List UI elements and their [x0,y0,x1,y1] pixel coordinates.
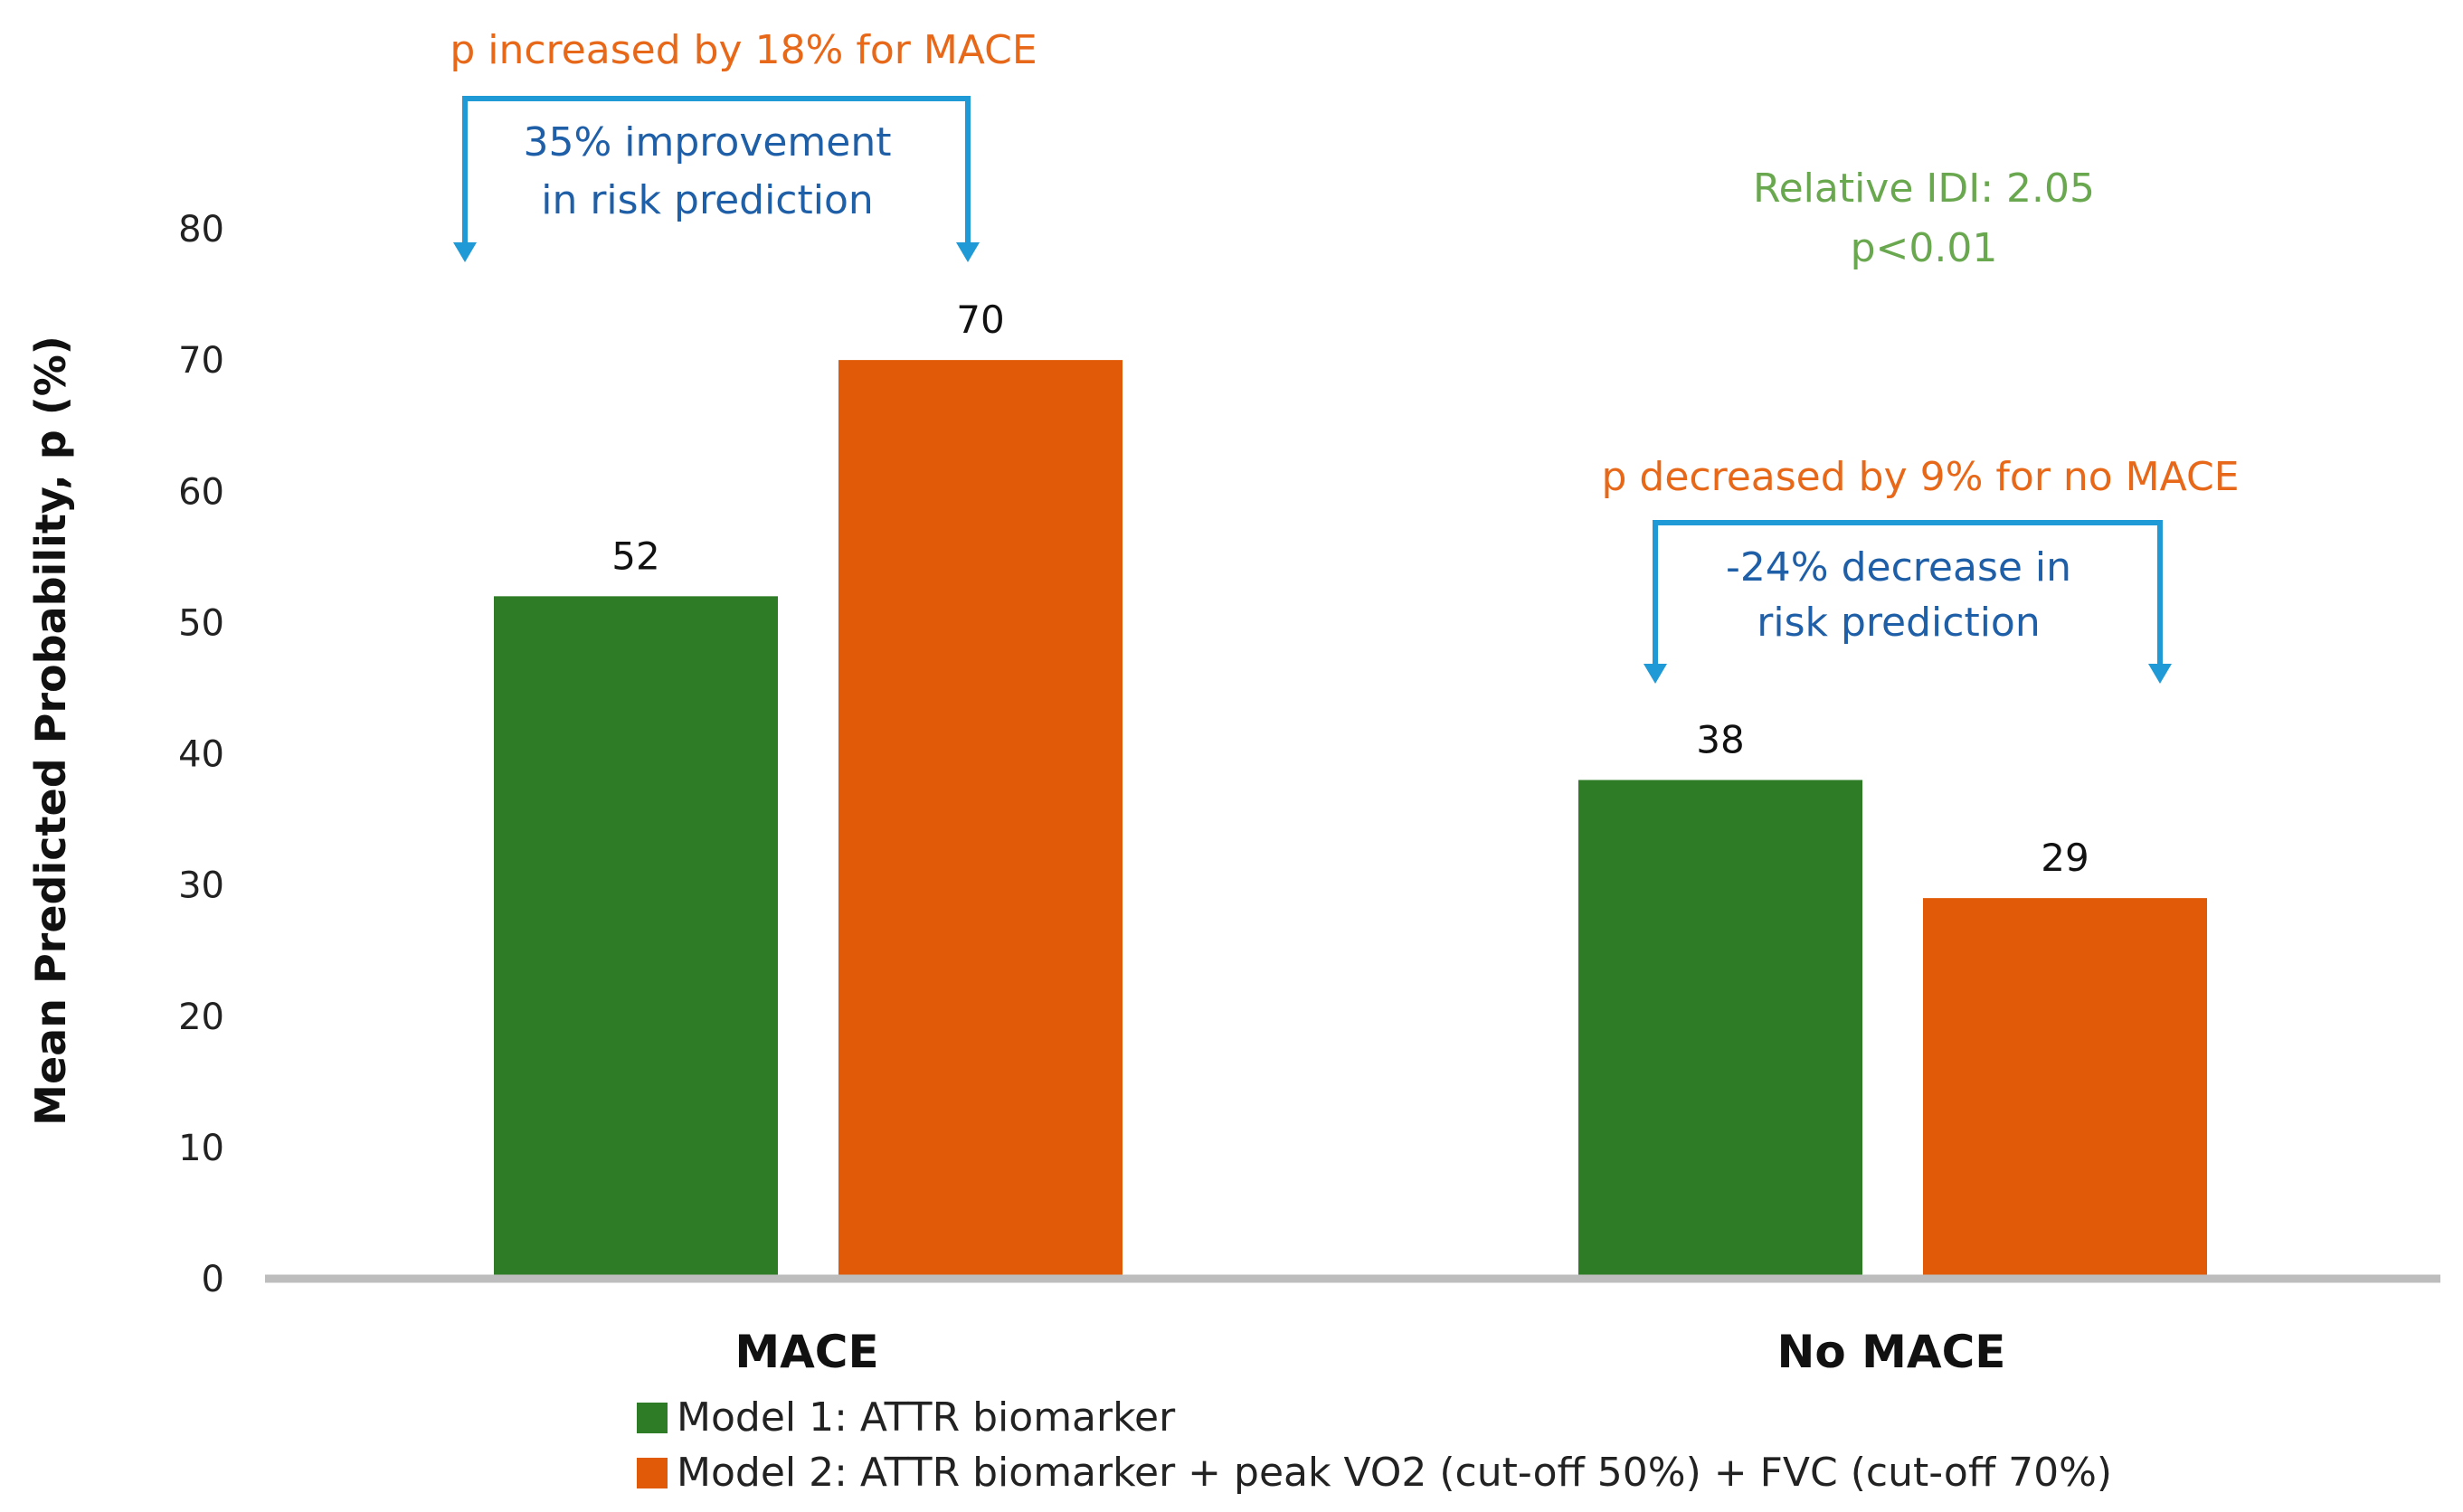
data-label: 70 [956,298,1004,342]
y-tick-label: 0 [202,1259,224,1300]
bar-mace-model-2 [838,360,1123,1279]
y-tick-label: 60 [178,471,224,513]
no-mace-bracket-arrow [1644,520,2172,684]
no-mace-decrease-line2: risk prediction [1757,600,2040,646]
bars [494,360,2207,1279]
relative-idi-label: Relative IDI: 2.05 [1753,165,2095,212]
legend: Model 1: ATTR biomarker Model 2: ATTR bi… [637,1394,2112,1496]
data-label: 38 [1696,718,1744,762]
mace-change-annotation: p increased by 18% for MACE [450,27,1037,73]
x-category-label: MACE [734,1326,878,1378]
y-tick-label: 50 [178,602,224,644]
y-tick-label: 40 [178,734,224,776]
x-category-label: No MACE [1777,1326,2006,1378]
y-axis-ticks: 0 10 20 30 40 50 60 70 80 [178,209,224,1300]
y-tick-label: 20 [178,997,224,1038]
bar-no-mace-model-2 [1923,898,2207,1279]
data-labels: 52 70 38 29 [611,298,2089,880]
y-axis-title: Mean Predicted Probability, p (%) [26,335,75,1126]
y-tick-label: 30 [178,865,224,907]
legend-swatch-model-2 [637,1458,668,1488]
mace-improvement-line2: in risk prediction [541,177,874,223]
mace-improvement-line1: 35% improvement [523,119,891,165]
data-label: 29 [2041,836,2089,880]
data-label: 52 [611,534,659,578]
no-mace-decrease-line1: -24% decrease in [1726,544,2071,591]
mace-bracket-arrow [453,96,980,262]
idi-p-value: p<0.01 [1851,225,1998,271]
category-labels: MACE No MACE [734,1326,2005,1378]
y-tick-label: 10 [178,1128,224,1169]
bar-mace-model-1 [494,596,778,1279]
no-mace-change-annotation: p decreased by 9% for no MACE [1601,454,2239,500]
y-tick-label: 80 [178,209,224,250]
bar-no-mace-model-1 [1578,780,1862,1279]
legend-label-model-2: Model 2: ATTR biomarker + peak VO2 (cut-… [677,1450,2112,1496]
y-tick-label: 70 [178,340,224,382]
legend-swatch-model-1 [637,1403,668,1433]
legend-label-model-1: Model 1: ATTR biomarker [677,1394,1176,1441]
